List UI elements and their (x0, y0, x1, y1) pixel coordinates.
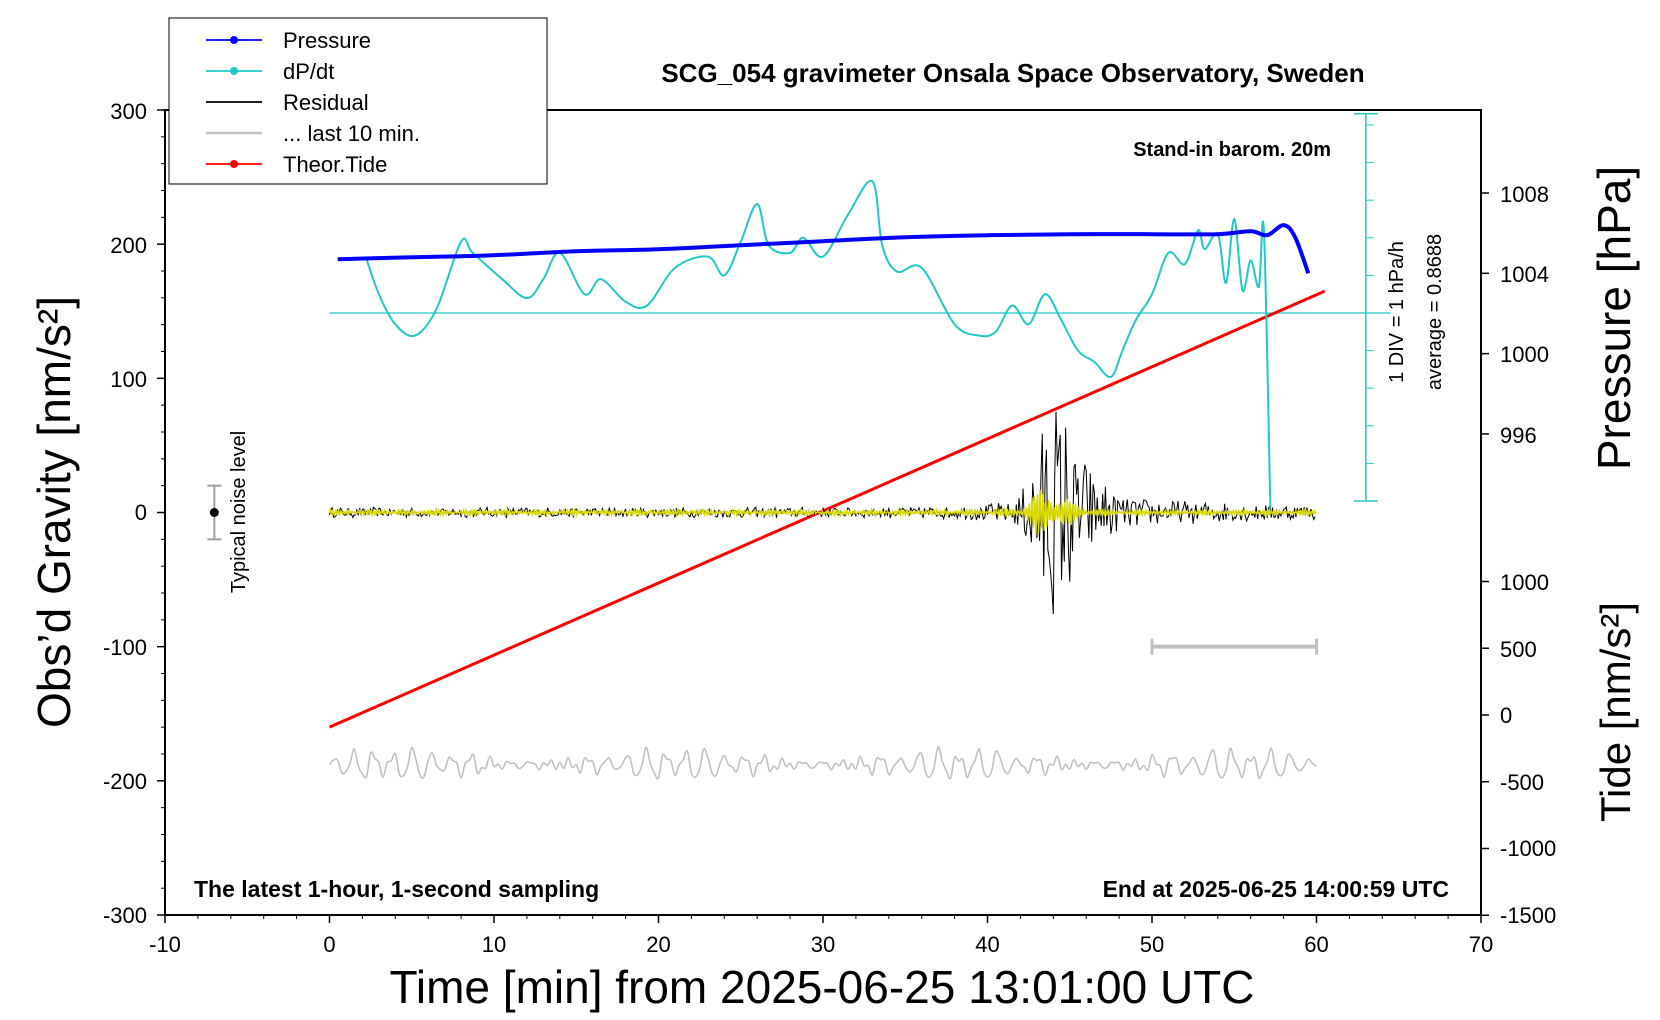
legend-marker (230, 36, 238, 44)
y-tick-label: 300 (110, 99, 147, 124)
y-axis-gravity: -300 -200 -100 0 100 200 300 (103, 99, 147, 928)
legend-marker (230, 160, 238, 168)
chart-title: SCG_054 gravimeter Onsala Space Observat… (661, 58, 1364, 88)
y-tick-label: 100 (110, 367, 147, 392)
x-tick-label: -10 (149, 932, 181, 957)
dpdt-average-label: average = 0.8688 (1424, 234, 1446, 390)
extras-layer (207, 484, 1318, 655)
x-tick-label: 0 (323, 932, 335, 957)
tide-tick-label: -1000 (1500, 836, 1556, 861)
noise-bar-point (209, 508, 219, 517)
tide-tick-label: 500 (1500, 637, 1537, 662)
series-residual-filtered (328, 489, 1317, 536)
dpdt-scale-label: 1 DIV = 1 hPa/h (1386, 241, 1408, 383)
y-axis-title-tide: Tide [nm/s²] (1592, 602, 1639, 822)
legend-label: Theor.Tide (283, 152, 387, 177)
x-tick-label: 70 (1469, 932, 1493, 957)
y-axis-title-pressure: Pressure [hPa] (1588, 166, 1640, 470)
y-tick-label: -100 (103, 635, 147, 660)
series-dpdt (364, 179, 1272, 509)
legend-marker (230, 67, 238, 75)
legend-label: ... last 10 min. (283, 121, 420, 146)
legend-box (168, 17, 548, 185)
y-axis-pressure: 996 1000 1004 1008 (1500, 182, 1549, 448)
x-tick-label: 60 (1304, 932, 1328, 957)
x-tick-label: 20 (646, 932, 670, 957)
x-tick-label: 30 (811, 932, 835, 957)
noise-level-label: Typical noise level (228, 431, 250, 593)
x-axis-title: Time [min] from 2025-06-25 13:01:00 UTC (390, 961, 1255, 1013)
series-pressure (337, 223, 1311, 274)
tide-tick-label: 0 (1500, 703, 1512, 728)
legend-label: Residual (283, 90, 369, 115)
tide-tick-label: 1000 (1500, 570, 1549, 595)
x-tick-label: 50 (1140, 932, 1164, 957)
series-layer (328, 112, 1391, 780)
y-tick-label: -300 (103, 903, 147, 928)
sampling-note: The latest 1-hour, 1-second sampling (194, 876, 599, 902)
series-theor-tide (328, 289, 1326, 729)
legend-label: Pressure (283, 28, 371, 53)
pressure-tick-label: 1008 (1500, 182, 1549, 207)
tick-marks (157, 109, 1489, 923)
y-tick-label: 0 (135, 500, 147, 525)
barometer-note: Stand-in barom. 20m (1133, 139, 1331, 161)
tide-tick-label: -1500 (1500, 903, 1556, 928)
x-tick-label: 10 (482, 932, 506, 957)
x-axis: -10 0 10 20 30 40 50 60 70 (149, 932, 1493, 957)
pressure-tick-label: 1000 (1500, 342, 1549, 367)
series-last-10-min (328, 746, 1317, 780)
x-tick-label: 40 (975, 932, 999, 957)
pressure-tick-label: 1004 (1500, 262, 1549, 287)
tide-tick-label: -500 (1500, 770, 1544, 795)
y-tick-label: -200 (103, 769, 147, 794)
end-time-note: End at 2025-06-25 14:00:59 UTC (1103, 876, 1449, 902)
y-tick-label: 200 (110, 233, 147, 258)
legend: Pressure dP/dt Residual ... last 10 min.… (168, 17, 548, 185)
y-axis-tide: -1500 -1000 -500 0 500 1000 (1500, 570, 1556, 928)
pressure-tick-label: 996 (1500, 423, 1537, 448)
y-axis-title-gravity: Obs’d Gravity [nm/s²] (28, 296, 80, 728)
legend-label: dP/dt (283, 59, 334, 84)
